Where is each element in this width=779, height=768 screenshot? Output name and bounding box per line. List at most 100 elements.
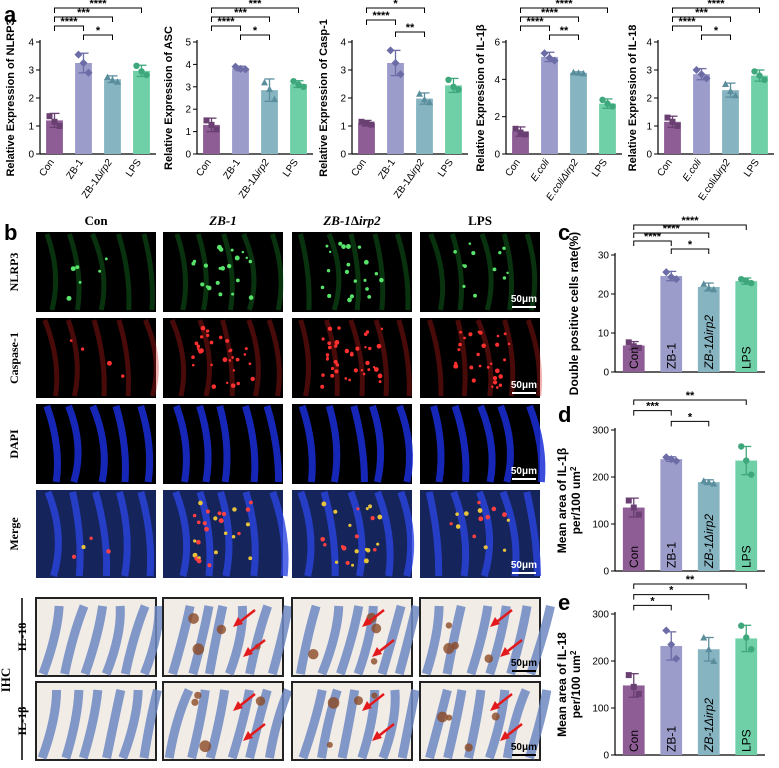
stain-dot: [221, 511, 227, 517]
y-tick-label: 10: [598, 329, 610, 340]
significance-label: ***: [249, 0, 263, 10]
significance-label: ***: [695, 7, 709, 19]
villus: [205, 689, 230, 760]
stain-dot: [220, 266, 226, 271]
stain-dot: [248, 362, 252, 366]
category-label: Con: [627, 347, 641, 369]
stain-dot: [106, 360, 112, 366]
stain-dot: [248, 295, 254, 300]
bar-e-coli: [541, 56, 558, 154]
stain-dot: [485, 514, 491, 520]
stain-dot: [197, 347, 200, 351]
tissue-band: [242, 490, 259, 577]
y-tick-label: 0: [603, 751, 609, 762]
tissue-band: [396, 404, 414, 483]
arrow-head: [362, 617, 372, 627]
stain-dot: [218, 247, 224, 252]
tissue-band: [397, 490, 415, 577]
stain-dot: [321, 373, 325, 377]
stain-dot: [323, 543, 327, 547]
stain-patch: [255, 696, 266, 706]
stain-dot: [218, 292, 223, 297]
bar-zb-1: [660, 459, 683, 571]
stain-dot: [193, 539, 197, 543]
stain-dot: [455, 512, 459, 516]
stain-dot: [502, 548, 507, 552]
tissue-band: [501, 233, 515, 311]
villus: [425, 688, 452, 760]
stain-dot: [226, 263, 232, 269]
stain-dot: [353, 279, 358, 283]
category-label: LPS: [436, 157, 456, 179]
stain-dot: [341, 545, 347, 551]
stain-dot: [194, 341, 199, 346]
data-point: [664, 114, 671, 121]
stain-patch: [437, 711, 448, 723]
category-label: LPS: [739, 346, 753, 369]
stain-dot: [494, 368, 500, 374]
significance-label: ****: [678, 16, 696, 28]
stain-dot: [348, 378, 351, 382]
stain-dot: [449, 522, 453, 526]
stain-dot: [223, 531, 228, 535]
tissue-band: [246, 319, 261, 397]
significance-label: ***: [77, 7, 91, 19]
y-axis-label: Relative Expression of Casp-1: [318, 19, 330, 177]
micrograph-tile: [36, 232, 156, 312]
bar-zb-1-irp2: [697, 649, 720, 755]
stain-dot: [228, 359, 232, 362]
y-axis-label: Relative Expression of ASC: [163, 26, 175, 170]
tissue-band: [90, 233, 107, 311]
data-point: [738, 443, 745, 450]
scale-bar-label: 50μm: [511, 294, 537, 305]
category-label: ZB-1: [664, 726, 678, 752]
data-point: [756, 72, 763, 79]
stain-dot: [191, 363, 195, 367]
data-point: [391, 59, 400, 67]
stain-dot: [229, 348, 233, 352]
y-tick-label: 3: [185, 82, 191, 93]
micrograph-tile: [163, 490, 289, 578]
data-point: [46, 113, 53, 120]
category-label: Con: [627, 546, 641, 568]
y-axis-label: Mean area of IL-1β: [555, 448, 569, 553]
tissue-band: [174, 233, 189, 311]
y-axis-label: Double positive cells rate(%): [567, 232, 581, 395]
data-point: [743, 634, 750, 641]
significance-bracket: [670, 420, 710, 427]
significance-bracket: [633, 232, 710, 238]
y-axis-label: per/100 um2: [569, 650, 583, 718]
ihc-label: IHC: [0, 668, 13, 693]
tissue-band: [65, 404, 82, 483]
significance-bracket: [211, 16, 270, 22]
data-point: [635, 511, 642, 518]
stain-dot: [468, 242, 472, 245]
data-point: [56, 123, 63, 129]
y-tick-label: 1: [646, 122, 652, 133]
tissue-band: [172, 490, 191, 577]
tissue-band: [451, 404, 470, 483]
stain-dot: [376, 343, 382, 349]
tissue-band: [425, 491, 443, 577]
tissue-band: [298, 233, 312, 311]
data-point: [692, 66, 701, 74]
data-point: [445, 76, 452, 84]
stain-dot: [196, 344, 201, 349]
stain-dot: [360, 369, 364, 372]
tissue-band: [137, 404, 154, 483]
significance-bracket: [211, 25, 241, 31]
stain-dot: [462, 284, 466, 288]
tissue-band: [216, 405, 231, 483]
micrograph-tile: [36, 490, 156, 578]
tissue-band: [43, 404, 61, 483]
data-point: [727, 87, 734, 94]
stain-dot: [491, 506, 497, 512]
category-label: LPS: [124, 157, 144, 179]
micrograph-tile: [292, 318, 412, 398]
tissue-band: [427, 319, 444, 397]
y-tick-label: 5: [185, 38, 191, 49]
stain-patch: [371, 623, 382, 634]
stain-dot: [327, 326, 333, 331]
tissue-band: [242, 404, 259, 483]
stain-dot: [200, 325, 206, 331]
